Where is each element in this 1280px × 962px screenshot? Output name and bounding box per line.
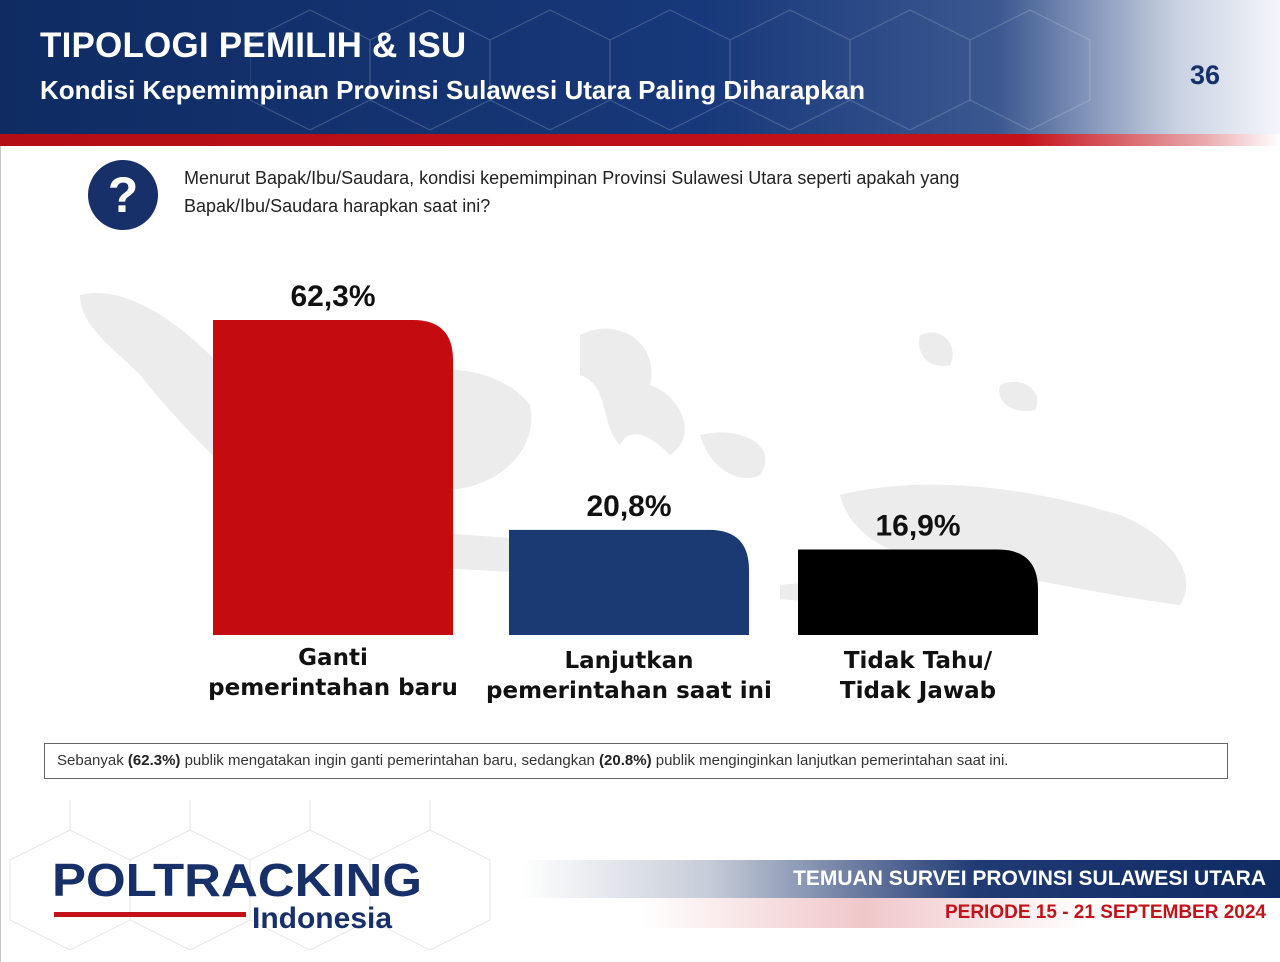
survey-question: Menurut Bapak/Ibu/Saudara, kondisi kepem… (184, 168, 960, 216)
footer-navy-band (520, 860, 1280, 898)
bar-3 (798, 549, 1038, 635)
footer-red-fade-band (640, 898, 1280, 928)
page-title: TIPOLOGI PEMILIH & ISU (40, 26, 467, 65)
bar-chart: 62,3% Ganti pemerintahan baru 20,8% Lanjutka… (208, 280, 1038, 704)
summary-note: Sebanyak (62.3%) publik mengatakan ingin… (44, 743, 1228, 779)
note-prefix: Sebanyak (57, 752, 128, 769)
footer-survey-title: TEMUAN SURVEI PROVINSI SULAWESI UTARA (793, 867, 1266, 890)
data-label-3: 16,9% (875, 510, 960, 543)
data-label-2: 20,8% (586, 490, 671, 523)
hex-network-decoration (250, 9, 1091, 131)
logo-sub-text: Indonesia (252, 902, 392, 935)
poltracking-logo: POLTRACKING Indonesia (52, 854, 422, 935)
data-label-1: 62,3% (290, 280, 375, 313)
note-value-2: (20.8%) (599, 752, 652, 769)
category-label-3: Tidak Tahu/Tidak Jawab (840, 648, 996, 704)
left-border-line (0, 146, 1, 962)
bar-1 (213, 320, 453, 635)
category-label-1: Ganti pemerintahan baru (208, 645, 458, 701)
logo-main-text: POLTRACKING (52, 854, 422, 906)
svg-text:?: ? (108, 167, 139, 223)
question-icon: ? (88, 160, 158, 230)
header-red-stripe (0, 134, 1280, 146)
bar-2 (509, 529, 749, 635)
logo-red-underline (54, 912, 246, 917)
header-banner (0, 0, 1280, 134)
note-suffix: publik menginginkan lanjutkan pemerintah… (651, 752, 1009, 769)
page-number: 36 (1190, 60, 1221, 90)
footer-network-decoration (9, 800, 491, 951)
footer-period: PERIODE 15 - 21 SEPTEMBER 2024 (944, 902, 1266, 923)
note-middle: publik mengatakan ingin ganti pemerintah… (180, 752, 600, 769)
category-label-2: Lanjutkan pemerintahan saat ini (486, 648, 772, 704)
page-subtitle: Kondisi Kepemimpinan Provinsi Sulawesi U… (40, 75, 865, 105)
note-value-1: (62.3%) (127, 752, 181, 769)
